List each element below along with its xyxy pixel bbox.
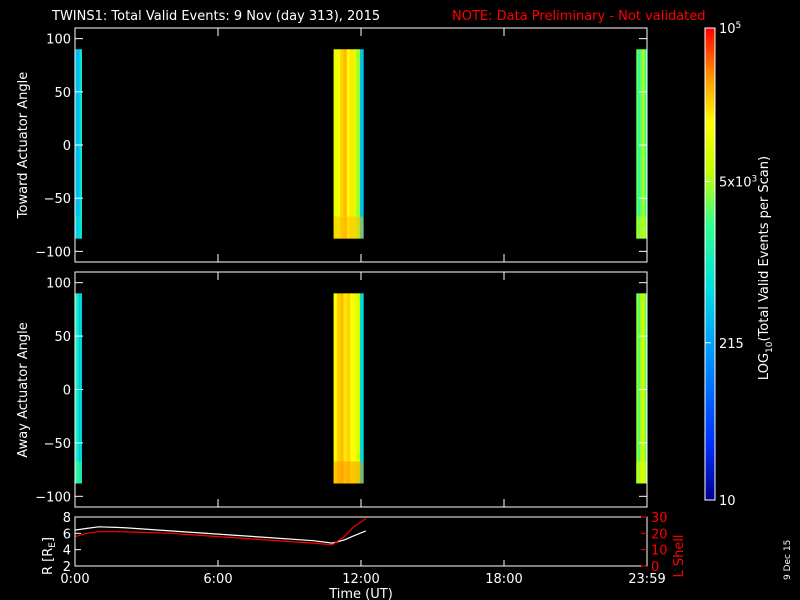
heatmap-block-away-0-0 [75, 293, 77, 484]
heatmap-block-toward-0-4 [80, 49, 82, 239]
orbit-series-radius [74, 526, 367, 544]
heatmap-block-toward-0-2 [77, 49, 80, 239]
heatmap-block-toward-2-3 [642, 49, 645, 239]
x-tick-label: 18:00 [485, 572, 522, 587]
plot-date: 9 Dec 15 [783, 540, 793, 580]
heatmap-block-away-1-1 [336, 293, 341, 484]
heatmap-block-toward-2-4 [644, 49, 648, 239]
heatmap-block-toward-1-1 [336, 49, 341, 239]
colorbar-tick-label: 215 [719, 337, 744, 352]
heatmap-block-toward-1-6 [353, 49, 358, 239]
toward-ytick-label: 100 [46, 33, 71, 48]
heatmap-block-away-0-1 [76, 293, 78, 484]
x-tick-label: 6:00 [203, 572, 232, 587]
heatmap-block-away-1-7 [356, 293, 361, 484]
colorbar-tick-label: 5x103 [719, 175, 757, 191]
toward-ylabel: Toward Actuator Angle [16, 72, 31, 219]
lshell-ytick-label: 10 [651, 544, 668, 559]
heatmap-block-away-2-2 [640, 293, 643, 484]
lshell-ytick-label: 20 [651, 527, 668, 542]
toward-ytick-label: −50 [44, 192, 71, 207]
away-ylabel: Away Actuator Angle [16, 322, 31, 457]
heatmap-block-away-1-2 [340, 293, 344, 484]
heatmap-lowband-away-1 [333, 461, 364, 484]
heatmap-block-toward-0-1 [76, 49, 78, 239]
heatmap-block-toward-2-2 [640, 49, 643, 239]
away-ytick-label: −100 [35, 490, 71, 505]
heatmap-block-toward-1-0 [333, 49, 338, 239]
heatmap-block-away-1-5 [350, 293, 354, 484]
orbit-series-lshell [74, 518, 367, 546]
colorbar-tick-exponent: 5 [736, 21, 742, 31]
colorbar-tick-label: 10 [719, 494, 736, 509]
heatmap-block-toward-0-3 [79, 49, 81, 239]
toward-ytick-label: 0 [63, 139, 71, 154]
x-tick-label: 23:59 [628, 572, 665, 587]
orbit-ylabel-end: ] [41, 537, 56, 542]
heatmap-block-toward-2-0 [636, 49, 639, 239]
away-ytick-label: −50 [44, 437, 71, 452]
heatmap-block-away-0-4 [80, 293, 82, 484]
heatmap-block-toward-1-2 [340, 49, 344, 239]
colorbar-tick-mantissa: 5x10 [719, 176, 752, 191]
heatmap-block-toward-1-7 [356, 49, 361, 239]
orbit-ylabel-main: R [R [41, 548, 56, 575]
heatmap-block-toward-1-4 [346, 49, 351, 239]
figure-title: TWINS1: Total Valid Events: 9 Nov (day 3… [51, 9, 380, 24]
colorbar-tick-label: 105 [719, 21, 741, 37]
heatmap-block-away-2-0 [636, 293, 639, 484]
heatmap-block-toward-2-1 [638, 49, 641, 239]
orbit-ylabel: R [RE] [41, 537, 58, 575]
heatmap-block-away-0-2 [77, 293, 80, 484]
orbit-ytick-label: 8 [63, 511, 71, 526]
orbit-frame [74, 516, 648, 567]
colorbar-label-main: LOG [757, 353, 772, 380]
heatmap-block-away-1-8 [360, 293, 364, 484]
colorbar-tick-mantissa: 10 [719, 22, 736, 37]
heatmap-lowband-toward-1 [333, 216, 364, 239]
heatmap-block-away-0-3 [79, 293, 81, 484]
lshell-ylabel: L Shell [672, 534, 687, 577]
away-ytick-label: 0 [63, 384, 71, 399]
heatmap-block-away-2-1 [638, 293, 641, 484]
colorbar-label-rest: (Total Valid Events per Scan) [757, 156, 772, 342]
colorbar-gradient [704, 27, 716, 501]
orbit-ytick-label: 6 [63, 527, 71, 542]
heatmap-block-toward-1-3 [343, 49, 348, 239]
lshell-ytick-label: 0 [651, 560, 659, 575]
heatmap-block-toward-1-5 [350, 49, 354, 239]
heatmap-block-away-1-0 [333, 293, 338, 484]
colorbar-tick-exponent: 3 [752, 175, 758, 185]
colorbar-label: LOG10(Total Valid Events per Scan) [757, 156, 775, 380]
toward-ytick-label: −100 [35, 245, 71, 260]
orbit-ylabel-sub: E [48, 542, 58, 548]
toward-ytick-label: 50 [54, 86, 71, 101]
heatmap-lowband-away-0 [75, 461, 82, 484]
lshell-ytick-label: 30 [651, 511, 668, 526]
x-axis-label: Time (UT) [328, 587, 393, 600]
orbit-ytick-label: 4 [63, 544, 71, 559]
away-panel: 100 50 0 −50 −100 [35, 271, 648, 508]
heatmap-block-away-1-3 [343, 293, 348, 484]
heatmap-lowband-toward-2 [636, 216, 647, 239]
toward-panel: 100 50 0 −50 −100 [35, 27, 648, 263]
heatmap-block-toward-0-0 [75, 49, 77, 239]
heatmap-block-toward-1-8 [360, 49, 364, 239]
away-ytick-label: 50 [54, 330, 71, 345]
heatmap-block-away-1-4 [346, 293, 351, 484]
colorbar-label-sub: 10 [765, 341, 775, 353]
heatmap-lowband-away-2 [636, 461, 647, 484]
preliminary-note: NOTE: Data Preliminary - Not validated [452, 9, 706, 24]
heatmap-block-away-2-4 [644, 293, 648, 484]
heatmap-block-away-1-6 [353, 293, 358, 484]
x-tick-label: 12:00 [342, 572, 379, 587]
orbit-ytick-label: 2 [63, 560, 71, 575]
heatmap-lowband-toward-0 [75, 216, 82, 239]
away-ytick-label: 100 [46, 277, 71, 292]
x-tick-label: 0:00 [60, 572, 89, 587]
heatmap-block-away-2-3 [642, 293, 645, 484]
